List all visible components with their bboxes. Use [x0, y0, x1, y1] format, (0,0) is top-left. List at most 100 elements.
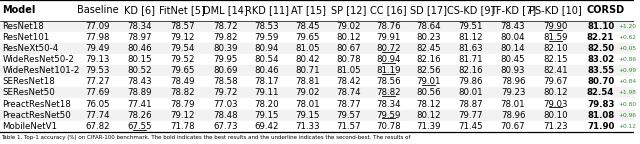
Text: 79.53: 79.53	[85, 66, 110, 75]
Text: 82.54: 82.54	[587, 88, 614, 97]
Text: TF-KD [7]: TF-KD [7]	[490, 5, 536, 15]
Text: 78.12: 78.12	[417, 100, 441, 109]
Text: 82.41: 82.41	[543, 66, 568, 75]
Text: 78.74: 78.74	[336, 88, 360, 97]
Text: KD [6]: KD [6]	[124, 5, 155, 15]
Text: 80.15: 80.15	[127, 55, 152, 64]
Text: SD [17]: SD [17]	[410, 5, 447, 15]
Text: 71.39: 71.39	[417, 122, 441, 131]
Text: 80.42: 80.42	[296, 55, 320, 64]
Bar	[0, 65, 634, 76]
Text: 79.91: 79.91	[376, 33, 401, 42]
Text: 83.02: 83.02	[587, 55, 614, 64]
Text: +0.62: +0.62	[618, 35, 636, 40]
Text: +0.80: +0.80	[618, 102, 637, 107]
Text: +0.12: +0.12	[618, 124, 636, 129]
Text: 80.04: 80.04	[500, 33, 525, 42]
Text: PreactResNet50: PreactResNet50	[3, 111, 71, 120]
Bar	[0, 54, 634, 65]
Text: 78.64: 78.64	[417, 22, 441, 31]
Text: 80.78: 80.78	[336, 55, 360, 64]
Text: 78.17: 78.17	[254, 77, 279, 86]
Text: 78.57: 78.57	[170, 22, 195, 31]
Text: 81.59: 81.59	[543, 33, 568, 42]
Text: 78.49: 78.49	[170, 77, 195, 86]
Text: 79.03: 79.03	[543, 100, 568, 109]
Text: 71.78: 71.78	[170, 122, 195, 131]
Text: Table 1. Top-1 accuracy (%) on CIFAR-100 benchmark. The bold indicates the best : Table 1. Top-1 accuracy (%) on CIFAR-100…	[1, 135, 411, 140]
Text: 78.82: 78.82	[170, 88, 195, 97]
Text: 79.65: 79.65	[170, 66, 195, 75]
Text: DML [14]: DML [14]	[203, 5, 248, 15]
Text: 79.83: 79.83	[587, 100, 614, 109]
Text: 78.77: 78.77	[336, 100, 360, 109]
Text: FitNet [5]: FitNet [5]	[159, 5, 205, 15]
Text: 81.10: 81.10	[587, 22, 614, 31]
Text: 79.59: 79.59	[376, 111, 401, 120]
Text: 77.03: 77.03	[213, 100, 237, 109]
Text: ResNeXt50-4: ResNeXt50-4	[3, 44, 59, 53]
Text: ResNet18: ResNet18	[3, 22, 44, 31]
Text: 78.79: 78.79	[170, 100, 195, 109]
Text: 79.12: 79.12	[170, 33, 195, 42]
Text: 71.57: 71.57	[336, 122, 360, 131]
Text: 78.43: 78.43	[500, 22, 525, 31]
Text: 78.34: 78.34	[127, 22, 152, 31]
Text: 78.56: 78.56	[376, 77, 401, 86]
Text: 79.49: 79.49	[85, 44, 110, 53]
Text: 77.74: 77.74	[85, 111, 110, 120]
Text: 79.11: 79.11	[254, 88, 279, 97]
Text: 78.48: 78.48	[213, 111, 237, 120]
Text: 79.02: 79.02	[336, 22, 360, 31]
Text: 80.46: 80.46	[254, 66, 279, 75]
Text: 78.82: 78.82	[376, 88, 401, 97]
Bar	[0, 121, 634, 132]
Text: 80.39: 80.39	[213, 44, 237, 53]
Text: 80.14: 80.14	[500, 44, 525, 53]
Text: 79.90: 79.90	[543, 22, 568, 31]
Text: Model: Model	[3, 5, 36, 15]
Text: +0.86: +0.86	[618, 57, 636, 62]
Text: 78.58: 78.58	[213, 77, 237, 86]
Text: 77.69: 77.69	[85, 88, 110, 97]
Text: 67.73: 67.73	[213, 122, 237, 131]
Text: 71.90: 71.90	[587, 122, 614, 131]
Text: WideResNet50-2: WideResNet50-2	[3, 55, 74, 64]
Bar	[0, 32, 634, 43]
Text: 76.05: 76.05	[85, 100, 110, 109]
Text: 80.70: 80.70	[587, 77, 614, 86]
Text: 82.50: 82.50	[587, 44, 614, 53]
Bar	[0, 87, 634, 98]
Text: 80.71: 80.71	[296, 66, 320, 75]
Text: 78.81: 78.81	[296, 77, 320, 86]
Bar	[0, 110, 634, 121]
Text: 78.97: 78.97	[127, 33, 152, 42]
Text: 78.01: 78.01	[500, 100, 525, 109]
Text: 78.76: 78.76	[376, 22, 401, 31]
Text: 80.23: 80.23	[417, 33, 441, 42]
Text: 79.82: 79.82	[213, 33, 237, 42]
Text: 80.45: 80.45	[500, 55, 525, 64]
Text: 71.45: 71.45	[459, 122, 483, 131]
Text: CORSD: CORSD	[587, 5, 625, 15]
Text: 79.67: 79.67	[543, 77, 568, 86]
Text: 81.63: 81.63	[459, 44, 483, 53]
Text: 79.52: 79.52	[170, 55, 195, 64]
Text: WideResNet101-2: WideResNet101-2	[3, 66, 80, 75]
Text: 82.16: 82.16	[459, 66, 483, 75]
Text: RKD [11]: RKD [11]	[244, 5, 289, 15]
Text: 78.42: 78.42	[336, 77, 360, 86]
Text: 78.26: 78.26	[127, 111, 152, 120]
Text: 79.65: 79.65	[296, 33, 320, 42]
Text: 80.67: 80.67	[336, 44, 360, 53]
Bar	[0, 98, 634, 110]
Text: 78.34: 78.34	[376, 100, 401, 109]
Text: 70.78: 70.78	[376, 122, 401, 131]
Text: 82.21: 82.21	[587, 33, 614, 42]
Text: 78.89: 78.89	[127, 88, 152, 97]
Text: 71.23: 71.23	[543, 122, 568, 131]
Text: 80.12: 80.12	[336, 33, 360, 42]
Text: 79.59: 79.59	[255, 33, 279, 42]
Text: 78.01: 78.01	[296, 100, 320, 109]
Text: 79.57: 79.57	[336, 111, 360, 120]
